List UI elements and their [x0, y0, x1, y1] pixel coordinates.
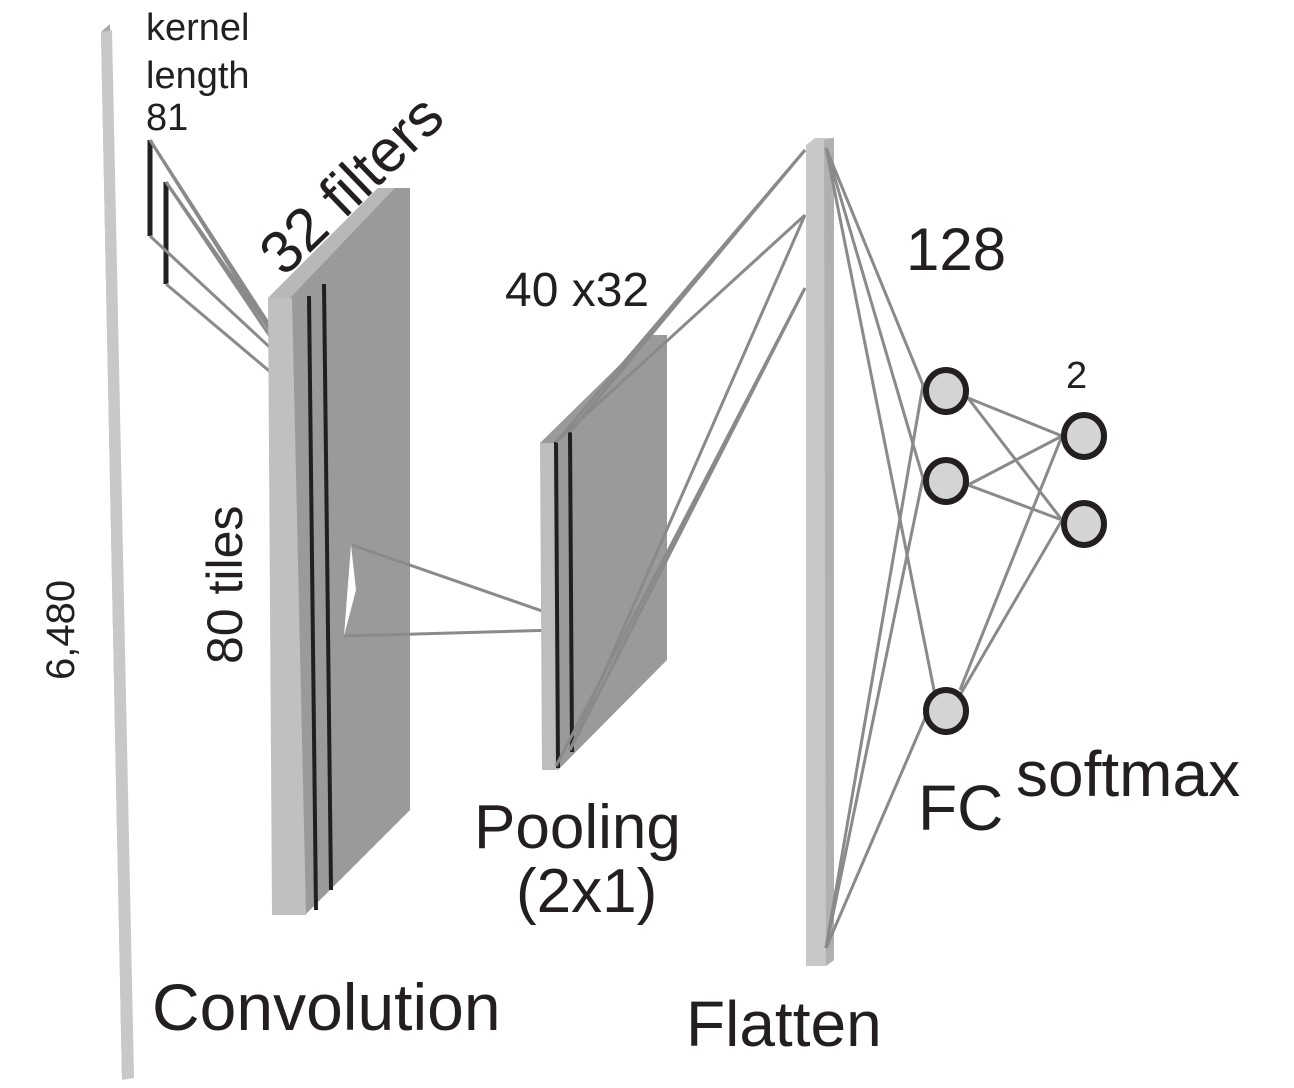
pooling-block [540, 335, 667, 770]
flatten-label: Flatten [686, 988, 882, 1060]
fc-node-2 [923, 457, 969, 505]
softmax-units-label: 2 [1066, 355, 1087, 397]
pooling-to-flatten-connections [554, 149, 807, 767]
fc-node-3 [923, 687, 969, 735]
pooling-label-line2: (2x1) [516, 857, 657, 926]
convolution-label: Convolution [152, 970, 501, 1044]
flatten-layer [806, 138, 834, 966]
tiles-label: 80 tiles [197, 506, 253, 664]
softmax-label: softmax [1016, 738, 1240, 810]
fc-node-1 [923, 367, 969, 415]
fc-nodes [923, 367, 969, 735]
flatten-to-fc-connections [824, 147, 937, 949]
convolution-block [268, 188, 410, 915]
pooling-size-label: 40 x32 [505, 264, 649, 317]
fc-to-softmax-connections [958, 396, 1064, 696]
softmax-nodes [1061, 412, 1107, 548]
pooling-label-line1: Pooling [474, 793, 681, 862]
kernel-label-line2: length [146, 55, 250, 97]
input-size-label: 6,480 [39, 580, 83, 680]
fc-label: FC [918, 772, 1003, 844]
kernel-markers [147, 140, 169, 284]
input-layer [101, 24, 134, 1080]
softmax-node-1 [1061, 412, 1107, 460]
fc-units-label: 128 [906, 216, 1006, 283]
kernel-label-line1: kernel [146, 7, 250, 49]
softmax-node-2 [1061, 500, 1107, 548]
kernel-length-value: 81 [146, 97, 188, 139]
